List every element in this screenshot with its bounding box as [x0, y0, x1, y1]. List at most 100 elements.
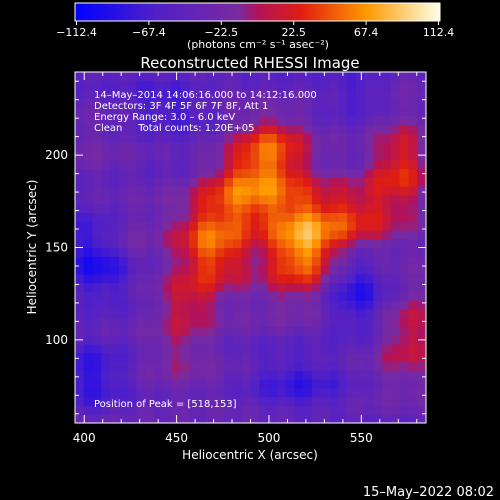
- heatmap-cell: [364, 221, 374, 231]
- heatmap-cell: [276, 133, 287, 143]
- heatmap-cell: [224, 203, 234, 214]
- heatmap-cell: [118, 203, 129, 214]
- heatmap-cell: [189, 335, 199, 345]
- heatmap-cell: [180, 387, 190, 398]
- heatmap-cell: [75, 168, 85, 178]
- heatmap-cell: [224, 221, 234, 231]
- heatmap-cell: [241, 256, 252, 266]
- heatmap-cell: [320, 387, 331, 398]
- heatmap-cell: [118, 124, 129, 135]
- heatmap-cell: [294, 107, 304, 117]
- heatmap-cell: [118, 89, 129, 99]
- heatmap-cell: [311, 229, 322, 240]
- heatmap-cell: [171, 107, 181, 117]
- heatmap-cell: [347, 414, 357, 423]
- heatmap-cell: [241, 396, 252, 407]
- heatmap-cell: [285, 335, 295, 345]
- heatmap-cell: [399, 107, 410, 117]
- heatmap-cell: [162, 115, 173, 126]
- heatmap-cell: [417, 291, 426, 301]
- heatmap-cell: [180, 379, 190, 389]
- heatmap-cell: [399, 133, 410, 143]
- heatmap-cell: [153, 212, 164, 222]
- heatmap-cell: [197, 265, 208, 275]
- heatmap-cell: [338, 308, 348, 319]
- heatmap-cell: [127, 177, 138, 187]
- heatmap-cell: [329, 221, 339, 231]
- heatmap-cell: [294, 361, 304, 371]
- heatmap-cell: [197, 80, 208, 91]
- heatmap-cell: [118, 291, 129, 301]
- heatmap-cell: [364, 186, 374, 196]
- heatmap-cell: [390, 177, 401, 187]
- heatmap-cell: [75, 256, 85, 266]
- heatmap-cell: [329, 159, 339, 170]
- heatmap-cell: [215, 256, 225, 266]
- heatmap-cell: [101, 273, 111, 284]
- heatmap-cell: [171, 194, 181, 205]
- heatmap-cell: [110, 159, 120, 170]
- heatmap-cell: [145, 186, 155, 196]
- heatmap-cell: [83, 352, 94, 363]
- heatmap-cell: [136, 379, 146, 389]
- heatmap-cell: [241, 98, 252, 108]
- heatmap-cell: [268, 256, 278, 266]
- heatmap-cell: [268, 326, 278, 336]
- heatmap-cell: [338, 203, 348, 214]
- heatmap-cell: [276, 352, 287, 363]
- heatmap-cell: [232, 273, 243, 284]
- heatmap-cell: [75, 387, 85, 398]
- heatmap-cell: [110, 89, 120, 99]
- heatmap-cell: [303, 72, 313, 82]
- heatmap-cell: [180, 72, 190, 82]
- heatmap-cell: [197, 326, 208, 336]
- heatmap-cell: [250, 229, 260, 240]
- heatmap-cell: [355, 212, 366, 222]
- heatmap-cell: [408, 212, 418, 222]
- heatmap-cell: [408, 150, 418, 161]
- heatmap-cell: [285, 194, 295, 205]
- heatmap-cell: [75, 361, 85, 371]
- heatmap-cell: [224, 335, 234, 345]
- heatmap-cell: [162, 203, 173, 214]
- heatmap-cell: [101, 308, 111, 319]
- heatmap-cell: [110, 177, 120, 187]
- heatmap-cell: [276, 387, 287, 398]
- heatmap-cell: [136, 256, 146, 266]
- heatmap-cell: [338, 414, 348, 423]
- heatmap-cell: [206, 142, 217, 152]
- heatmap-cell: [232, 326, 243, 336]
- heatmap-cell: [180, 194, 190, 205]
- heatmap-cell: [364, 414, 374, 423]
- heatmap-cell: [364, 124, 374, 135]
- heatmap-cell: [197, 238, 208, 249]
- heatmap-cell: [127, 221, 138, 231]
- heatmap-cell: [417, 203, 426, 214]
- heatmap-cell: [408, 308, 418, 319]
- heatmap-cell: [276, 379, 287, 389]
- heatmap-cell: [224, 238, 234, 249]
- heatmap-cell: [285, 168, 295, 178]
- heatmap-cell: [215, 352, 225, 363]
- heatmap-cell: [311, 186, 322, 196]
- heatmap-cell: [180, 115, 190, 126]
- y-tick-label: 150: [45, 241, 68, 255]
- heatmap-cell: [303, 361, 313, 371]
- heatmap-cell: [83, 247, 94, 257]
- heatmap-cell: [399, 124, 410, 135]
- heatmap-cell: [338, 405, 348, 415]
- heatmap-cell: [285, 238, 295, 249]
- heatmap-cell: [382, 317, 392, 328]
- heatmap-cell: [110, 238, 120, 249]
- heatmap-cell: [189, 370, 199, 380]
- heatmap-cell: [250, 194, 260, 205]
- heatmap-cell: [329, 115, 339, 126]
- heatmap-cell: [215, 203, 225, 214]
- heatmap-cell: [136, 107, 146, 117]
- heatmap-cell: [285, 80, 295, 91]
- annotation-clean-counts: Clean Total counts: 1.20E+05: [94, 123, 254, 134]
- heatmap-cell: [162, 150, 173, 161]
- heatmap-cell: [399, 308, 410, 319]
- heatmap-cell: [145, 414, 155, 423]
- heatmap-cell: [118, 221, 129, 231]
